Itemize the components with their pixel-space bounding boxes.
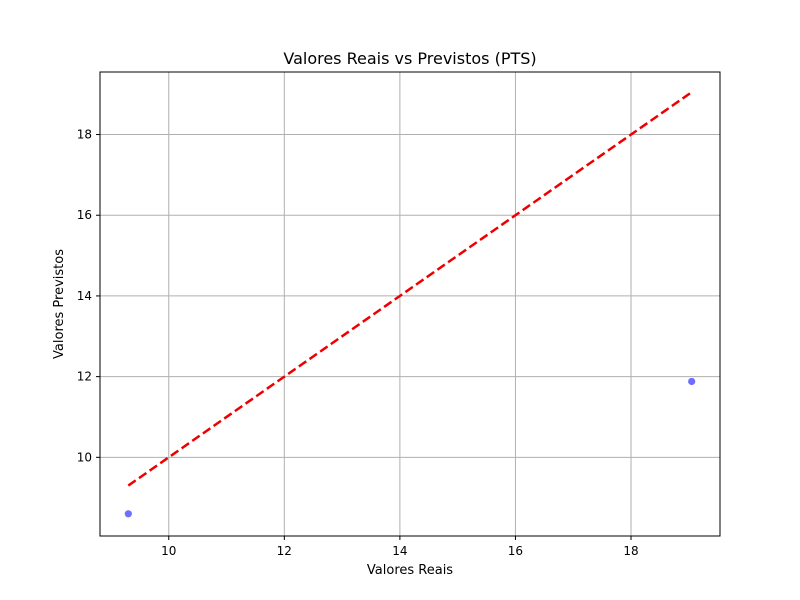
y-tick-label: 14 — [77, 289, 92, 303]
chart-title: Valores Reais vs Previstos (PTS) — [283, 49, 536, 68]
y-tick-label: 16 — [77, 208, 92, 222]
data-point — [688, 377, 696, 386]
data-point — [124, 510, 132, 518]
x-axis-label: Valores Reais — [367, 563, 453, 578]
x-tick-label: 12 — [277, 544, 292, 558]
plot-frame — [99, 71, 721, 537]
y-axis-label: Valores Previstos — [52, 249, 67, 359]
x-tick-label: 14 — [392, 544, 407, 558]
grid — [100, 72, 720, 536]
x-tick-label: 10 — [161, 544, 176, 558]
x-tick-label: 16 — [508, 544, 523, 558]
y-tick-label: 10 — [77, 450, 92, 464]
y-tick-label: 18 — [77, 128, 92, 142]
ideal-reference-line — [127, 91, 693, 487]
x-tick-label: 18 — [623, 544, 638, 558]
plot-series — [124, 91, 696, 518]
y-tick-label: 12 — [77, 370, 92, 384]
axis-ticks: 10 12 14 16 18 10 12 14 16 18 — [77, 128, 639, 558]
